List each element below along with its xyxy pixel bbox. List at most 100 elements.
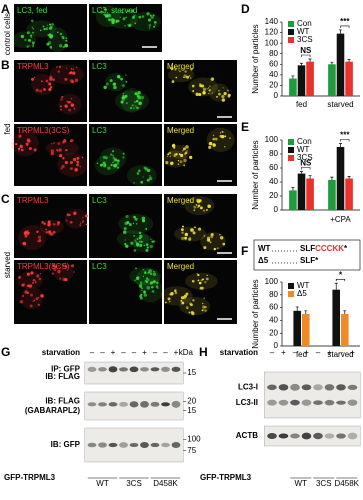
band bbox=[140, 442, 149, 448]
cell bbox=[94, 154, 120, 176]
puncta bbox=[143, 290, 146, 294]
puncta bbox=[122, 17, 126, 21]
puncta bbox=[150, 238, 152, 240]
puncta bbox=[30, 36, 33, 38]
blot-label: (GABARAPL2) bbox=[25, 406, 80, 415]
puncta bbox=[26, 45, 29, 48]
channel-label: LC3 bbox=[92, 262, 107, 271]
seq-suffix: * bbox=[344, 244, 348, 253]
panel-letter: G bbox=[1, 345, 10, 359]
legend-label: 3CS bbox=[297, 35, 313, 44]
error-bar bbox=[308, 58, 312, 62]
puncta bbox=[102, 155, 106, 159]
legend-swatch bbox=[288, 37, 294, 43]
band bbox=[119, 401, 128, 407]
puncta bbox=[168, 151, 172, 155]
puncta bbox=[115, 19, 119, 23]
band bbox=[171, 442, 181, 448]
puncta bbox=[151, 240, 154, 243]
puncta bbox=[148, 23, 152, 27]
band bbox=[278, 399, 289, 406]
puncta bbox=[52, 230, 56, 234]
puncta bbox=[50, 152, 54, 156]
puncta bbox=[69, 101, 72, 104]
puncta bbox=[30, 19, 34, 23]
bar bbox=[328, 179, 336, 210]
puncta bbox=[140, 240, 143, 243]
y-tick-label: 60 bbox=[269, 163, 278, 172]
puncta bbox=[57, 142, 61, 145]
puncta bbox=[222, 242, 226, 246]
puncta bbox=[35, 88, 39, 92]
band bbox=[301, 399, 312, 406]
puncta bbox=[142, 269, 144, 271]
cell bbox=[47, 27, 68, 53]
treatment-sign: + bbox=[304, 348, 309, 357]
legend-label: WT bbox=[297, 145, 310, 154]
puncta bbox=[68, 72, 72, 75]
puncta bbox=[148, 177, 150, 179]
y-tick-label: 60 bbox=[269, 303, 278, 312]
significance-label: *** bbox=[340, 131, 350, 140]
puncta bbox=[175, 152, 178, 156]
puncta bbox=[177, 163, 180, 165]
puncta bbox=[128, 25, 131, 28]
puncta bbox=[18, 134, 22, 138]
puncta bbox=[191, 279, 195, 283]
puncta bbox=[135, 267, 137, 270]
puncta bbox=[56, 149, 59, 152]
puncta bbox=[201, 309, 204, 312]
puncta bbox=[30, 271, 34, 275]
puncta bbox=[185, 292, 189, 296]
puncta bbox=[179, 70, 181, 73]
bar bbox=[328, 64, 336, 96]
puncta bbox=[214, 137, 218, 141]
puncta bbox=[125, 80, 128, 83]
cell bbox=[57, 152, 88, 177]
puncta bbox=[20, 35, 23, 38]
puncta bbox=[36, 230, 39, 233]
puncta bbox=[133, 215, 136, 219]
puncta bbox=[68, 213, 71, 216]
puncta bbox=[32, 28, 34, 30]
puncta bbox=[110, 153, 113, 156]
panel-letter: F bbox=[241, 244, 248, 258]
puncta bbox=[223, 92, 227, 96]
cell bbox=[120, 87, 144, 113]
puncta bbox=[123, 230, 127, 234]
puncta bbox=[32, 45, 35, 48]
puncta bbox=[189, 155, 193, 160]
panel-letter: A bbox=[1, 2, 10, 16]
error-bar bbox=[343, 310, 347, 314]
puncta bbox=[22, 241, 27, 246]
puncta bbox=[151, 281, 154, 283]
cell bbox=[45, 141, 80, 156]
puncta bbox=[137, 95, 142, 100]
legend-label: Con bbox=[297, 19, 312, 28]
puncta bbox=[195, 204, 198, 206]
puncta bbox=[21, 283, 26, 287]
channel-label: TRPML3(3CS) bbox=[17, 262, 70, 271]
puncta bbox=[112, 154, 114, 157]
puncta bbox=[210, 77, 215, 81]
puncta bbox=[26, 31, 30, 35]
puncta bbox=[131, 9, 135, 13]
puncta bbox=[107, 13, 111, 17]
y-tick-label: 20 bbox=[269, 81, 278, 90]
puncta bbox=[27, 139, 31, 143]
y-tick-label: 0 bbox=[274, 91, 279, 100]
error-bar bbox=[304, 310, 308, 314]
puncta bbox=[173, 66, 176, 69]
error-bar bbox=[300, 62, 303, 66]
bar bbox=[293, 310, 301, 346]
puncta bbox=[135, 99, 139, 103]
puncta bbox=[145, 280, 149, 283]
puncta bbox=[188, 75, 191, 77]
puncta bbox=[153, 25, 156, 28]
puncta bbox=[133, 249, 137, 252]
puncta bbox=[151, 285, 154, 289]
puncta bbox=[183, 164, 186, 167]
significance-bracket bbox=[335, 278, 346, 282]
puncta bbox=[64, 160, 69, 165]
puncta bbox=[206, 238, 211, 242]
